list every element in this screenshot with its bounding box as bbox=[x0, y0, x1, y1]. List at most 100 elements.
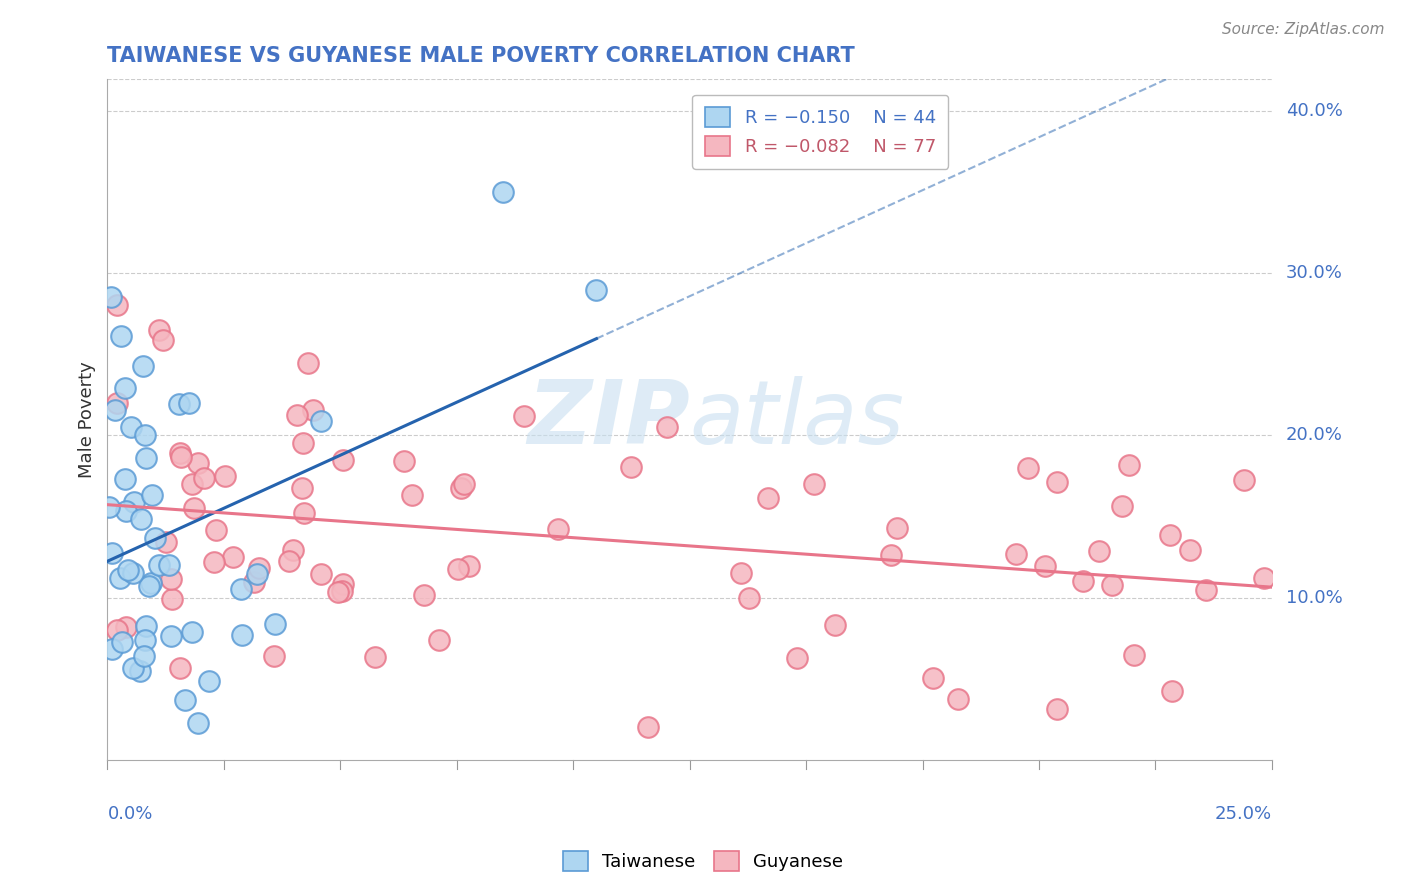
Point bbox=[135, 450, 157, 465]
Text: atlas: atlas bbox=[689, 376, 904, 462]
Point bbox=[1046, 702, 1069, 716]
Point bbox=[122, 660, 145, 674]
Point bbox=[450, 482, 472, 496]
Point bbox=[309, 414, 332, 428]
Point bbox=[122, 494, 145, 508]
Point bbox=[1159, 528, 1181, 542]
Text: TAIWANESE VS GUYANESE MALE POVERTY CORRELATION CHART: TAIWANESE VS GUYANESE MALE POVERTY CORRE… bbox=[107, 46, 855, 66]
Point bbox=[108, 571, 131, 585]
Point bbox=[1005, 547, 1028, 561]
Point bbox=[738, 591, 761, 605]
Point bbox=[1101, 577, 1123, 591]
Point bbox=[131, 359, 153, 373]
Point bbox=[143, 531, 166, 545]
Point bbox=[427, 633, 450, 648]
Point bbox=[277, 553, 299, 567]
Point bbox=[169, 446, 191, 460]
Point bbox=[730, 566, 752, 580]
Point bbox=[786, 651, 808, 665]
Point bbox=[285, 409, 308, 423]
Point bbox=[1046, 475, 1069, 489]
Point bbox=[446, 562, 468, 576]
Point bbox=[946, 691, 969, 706]
Point bbox=[100, 290, 122, 304]
Point bbox=[620, 460, 643, 475]
Point bbox=[148, 323, 170, 337]
Point bbox=[160, 629, 183, 643]
Point bbox=[637, 720, 659, 734]
Point bbox=[291, 436, 314, 450]
Point bbox=[332, 577, 354, 591]
Point bbox=[120, 420, 142, 434]
Point bbox=[134, 632, 156, 647]
Point bbox=[155, 535, 177, 549]
Point bbox=[492, 186, 515, 200]
Point bbox=[513, 409, 536, 424]
Point bbox=[301, 403, 323, 417]
Point bbox=[169, 661, 191, 675]
Point bbox=[170, 450, 193, 464]
Text: ZIP: ZIP bbox=[527, 376, 689, 463]
Point bbox=[394, 454, 416, 468]
Point bbox=[117, 563, 139, 577]
Point bbox=[110, 329, 132, 343]
Text: 25.0%: 25.0% bbox=[1215, 805, 1272, 823]
Point bbox=[1118, 458, 1140, 473]
Point bbox=[152, 333, 174, 347]
Point bbox=[1123, 648, 1146, 662]
Point bbox=[179, 396, 201, 410]
Point bbox=[105, 396, 128, 410]
Point bbox=[1253, 571, 1275, 585]
Point bbox=[1033, 558, 1056, 573]
Point bbox=[263, 648, 285, 663]
Point bbox=[214, 469, 236, 483]
Point bbox=[332, 453, 354, 467]
Point bbox=[291, 481, 314, 495]
Point bbox=[401, 488, 423, 502]
Point bbox=[141, 488, 163, 502]
Point bbox=[138, 579, 160, 593]
Point bbox=[105, 623, 128, 637]
Point bbox=[246, 567, 269, 582]
Point bbox=[886, 521, 908, 535]
Point bbox=[880, 548, 903, 562]
Point bbox=[1194, 583, 1216, 598]
Point bbox=[1088, 544, 1111, 558]
Point bbox=[129, 512, 152, 526]
Point bbox=[132, 648, 155, 663]
Point bbox=[97, 500, 120, 514]
Point bbox=[167, 397, 190, 411]
Point bbox=[183, 501, 205, 516]
Point bbox=[202, 555, 225, 569]
Point bbox=[139, 575, 162, 590]
Point bbox=[281, 543, 304, 558]
Point bbox=[104, 402, 127, 417]
Point bbox=[326, 585, 349, 599]
Point bbox=[457, 559, 479, 574]
Point bbox=[247, 561, 270, 575]
Point bbox=[292, 506, 315, 520]
Point bbox=[162, 591, 184, 606]
Point bbox=[205, 523, 228, 537]
Point bbox=[413, 588, 436, 602]
Point bbox=[309, 566, 332, 581]
Point bbox=[111, 635, 134, 649]
Point bbox=[105, 298, 128, 312]
Legend: R = −0.150    N = 44, R = −0.082    N = 77: R = −0.150 N = 44, R = −0.082 N = 77 bbox=[692, 95, 949, 169]
Point bbox=[148, 558, 170, 572]
Point bbox=[157, 558, 180, 572]
Point bbox=[115, 620, 138, 634]
Text: Source: ZipAtlas.com: Source: ZipAtlas.com bbox=[1222, 22, 1385, 37]
Y-axis label: Male Poverty: Male Poverty bbox=[79, 361, 96, 477]
Point bbox=[221, 550, 243, 565]
Point bbox=[187, 456, 209, 470]
Point bbox=[135, 618, 157, 632]
Point bbox=[115, 504, 138, 518]
Point bbox=[264, 616, 287, 631]
Point bbox=[585, 283, 607, 297]
Text: 10.0%: 10.0% bbox=[1286, 589, 1343, 607]
Point bbox=[180, 476, 202, 491]
Text: 20.0%: 20.0% bbox=[1286, 426, 1343, 444]
Point bbox=[128, 664, 150, 678]
Point bbox=[364, 650, 387, 665]
